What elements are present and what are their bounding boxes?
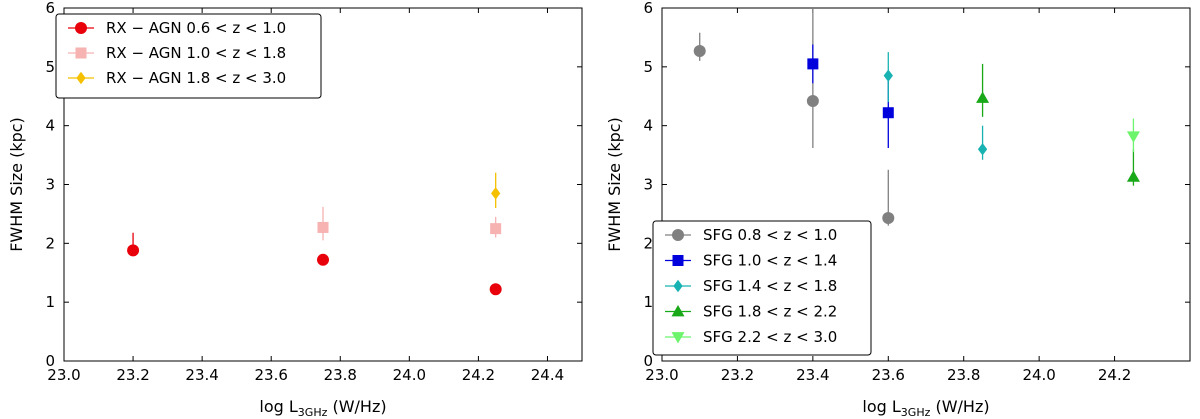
x-tick-label: 23.4 — [796, 366, 829, 384]
y-axis-label: FWHM Size (kpc) — [7, 117, 26, 252]
legend-label: SFG 2.2 < z < 3.0 — [703, 328, 837, 346]
data-point — [1126, 170, 1140, 182]
legend-marker — [671, 305, 685, 317]
y-axis-label: FWHM Size (kpc) — [605, 117, 624, 252]
x-axis-label-main: log L — [259, 397, 297, 416]
legend-marker — [672, 255, 684, 266]
legend-label: RX − AGN 0.6 < z < 1.0 — [106, 19, 286, 37]
data-series-group — [693, 8, 1140, 226]
x-tick-label: 24.0 — [1022, 366, 1055, 384]
y-tick-label: 4 — [643, 117, 653, 135]
y-tick-label: 2 — [45, 234, 55, 252]
x-axis-label-subscript: 3GHz — [298, 406, 328, 419]
data-point — [882, 212, 895, 225]
y-tick-label: 3 — [643, 176, 653, 194]
y-tick-label: 2 — [643, 234, 653, 252]
data-point — [489, 283, 502, 296]
data-point — [977, 143, 988, 156]
x-axis-label-subscript: 3GHz — [901, 406, 931, 419]
x-tick-label: 23.0 — [47, 366, 80, 384]
legend-marker — [75, 47, 87, 59]
y-tick-label: 0 — [643, 352, 653, 370]
legend: RX − AGN 0.6 < z < 1.0 RX − AGN 1.0 < z <… — [55, 13, 322, 99]
x-tick-label: 24.0 — [393, 366, 426, 384]
y-tick-label: 6 — [45, 0, 55, 17]
y-tick-label: 6 — [643, 0, 653, 17]
data-series-group — [127, 172, 502, 296]
legend-label: SFG 1.8 < z < 2.2 — [703, 303, 837, 321]
y-tick-label: 1 — [45, 293, 55, 311]
legend-label: RX − AGN 1.8 < z < 3.0 — [106, 69, 286, 87]
data-point — [976, 91, 990, 103]
x-axis-label: log L3GHz (W/Hz) — [862, 397, 989, 419]
legend-marker — [672, 229, 684, 241]
legend-label: SFG 1.4 < z < 1.8 — [703, 277, 837, 295]
y-tick-label: 0 — [45, 352, 55, 370]
y-tick-label: 4 — [45, 117, 55, 135]
y-tick-label: 5 — [643, 58, 653, 76]
data-point — [882, 107, 894, 119]
legend-marker — [673, 279, 683, 293]
y-tick-label: 3 — [45, 176, 55, 194]
x-tick-label: 23.2 — [116, 366, 149, 384]
data-point — [317, 253, 329, 266]
x-tick-label: 24.4 — [531, 366, 564, 384]
x-tick-label: 23.6 — [254, 366, 287, 384]
x-axis-label: log L3GHz (W/Hz) — [259, 397, 386, 419]
legend-marker — [75, 22, 87, 34]
legend-marker — [671, 332, 685, 344]
legend: SFG 0.8 < z < 1.0 SFG 1.0 < z < 1.4 SFG 1.… — [652, 220, 872, 356]
y-tick-label: 5 — [45, 58, 55, 76]
legend-label: RX − AGN 1.0 < z < 1.8 — [106, 44, 286, 62]
x-tick-label: 23.0 — [645, 366, 678, 384]
legend-box — [55, 13, 322, 99]
data-point — [806, 94, 819, 107]
x-axis-label-units: (W/Hz) — [327, 397, 386, 416]
x-tick-label: 23.2 — [721, 366, 754, 384]
data-point — [1126, 131, 1140, 143]
x-tick-label: 23.8 — [947, 366, 980, 384]
data-point — [807, 58, 819, 70]
x-tick-label: 23.4 — [185, 366, 218, 384]
legend-label: SFG 0.8 < z < 1.0 — [703, 226, 837, 244]
right-chart-panel: 23.0 23.2 23.4 23.6 23.8 24.0 24.2 0 1 2 3 4 5 6 log L… — [605, 0, 1191, 419]
legend-label: SFG 1.0 < z < 1.4 — [703, 252, 837, 270]
x-tick-label: 24.2 — [462, 366, 495, 384]
data-point — [490, 223, 502, 235]
legend-box — [652, 220, 872, 356]
x-tick-label: 24.2 — [1098, 366, 1131, 384]
y-tick-label: 1 — [643, 293, 653, 311]
x-tick-label: 23.8 — [324, 366, 357, 384]
data-point — [693, 44, 706, 57]
data-point — [883, 69, 893, 82]
left-chart-panel: 23.0 23.2 23.4 23.6 23.8 24.0 24.2 24.4 0 1 2 3 4 5 6 l… — [7, 0, 583, 419]
data-point — [491, 187, 501, 200]
x-tick-label: 23.6 — [872, 366, 905, 384]
data-point — [317, 221, 329, 233]
legend-marker — [76, 71, 86, 85]
x-axis-label-main: log L — [862, 397, 900, 416]
x-axis-label-units: (W/Hz) — [930, 397, 989, 416]
data-point — [127, 244, 140, 257]
